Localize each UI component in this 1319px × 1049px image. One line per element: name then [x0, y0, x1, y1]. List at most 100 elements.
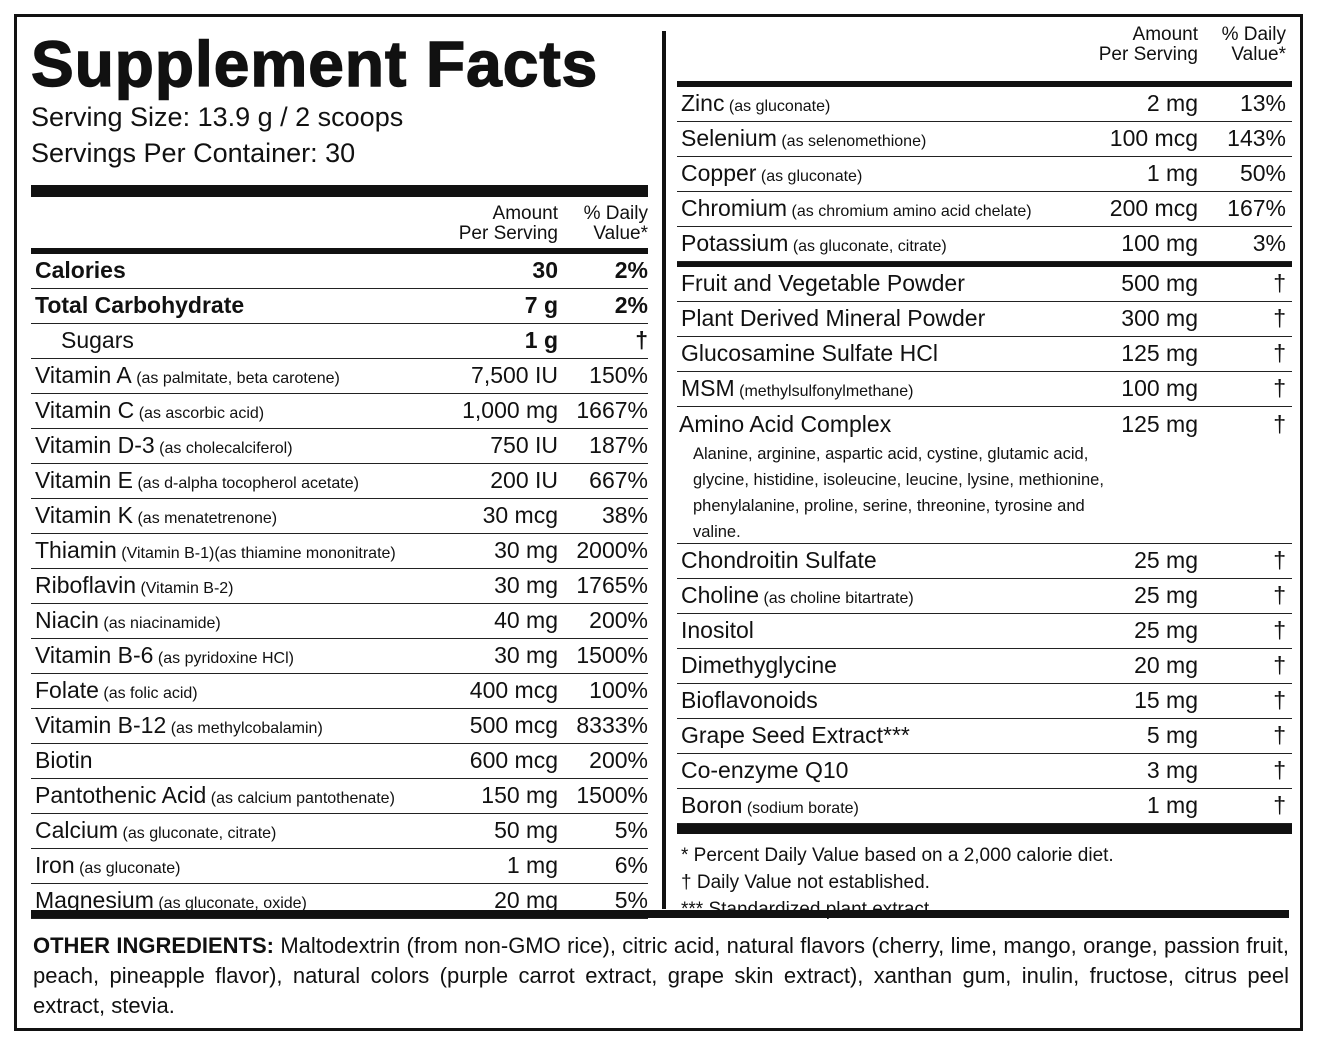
- nutrient-daily-value: 13%: [1239, 90, 1286, 116]
- nutrient-name: Niacin (as niacinamide): [35, 604, 221, 640]
- nutrient-source: (sodium borate): [742, 800, 859, 817]
- amount-header-line1: Amount: [492, 203, 558, 224]
- nutrient-row: Niacin (as niacinamide) 40 mg 200%: [31, 604, 648, 639]
- nutrient-row: MSM (methylsulfonylmethane) 100 mg †: [677, 372, 1292, 407]
- footnote-dv: * Percent Daily Value based on a 2,000 c…: [681, 845, 1114, 866]
- nutrient-name: Iron (as gluconate): [35, 849, 180, 885]
- nutrient-daily-value: 5%: [614, 817, 648, 843]
- nutrient-name-main: MSM: [681, 375, 735, 401]
- nutrient-source: (as calcium pantothenate): [206, 790, 395, 807]
- nutrient-amount: 150 mg: [481, 782, 558, 808]
- nutrient-amount: 30 mg: [494, 537, 558, 563]
- nutrient-name-main: Riboflavin: [35, 572, 136, 598]
- nutrient-row: Choline (as choline bitartrate) 25 mg †: [677, 579, 1292, 614]
- nutrient-name: Sugars: [61, 324, 134, 360]
- footnote-divider: [677, 824, 1292, 834]
- nutrient-daily-value: 100%: [589, 677, 648, 703]
- nutrient-name: Chromium (as chromium amino acid chelate…: [681, 192, 1032, 228]
- nutrient-source: (Vitamin B-1)(as thiamine mononitrate): [116, 545, 396, 562]
- nutrient-daily-value: †: [1273, 340, 1286, 366]
- nutrient-amount: 1 mg: [1146, 792, 1198, 818]
- nutrient-name-main: Co-enzyme Q10: [681, 757, 849, 783]
- nutrient-name-main: Vitamin C: [35, 397, 135, 423]
- nutrient-amount: 30: [532, 257, 558, 283]
- nutrient-row: Calcium (as gluconate, citrate) 50 mg 5%: [31, 814, 648, 849]
- nutrient-name-main: Vitamin A: [35, 362, 132, 388]
- nutrient-name-main: Inositol: [681, 617, 754, 643]
- amino-acid-name: Amino Acid Complex: [679, 411, 892, 437]
- nutrient-source: (as gluconate): [724, 98, 831, 115]
- nutrient-source: (as gluconate): [756, 168, 863, 185]
- nutrient-row: Fruit and Vegetable Powder 500 mg †: [677, 267, 1292, 302]
- nutrient-row: Chromium (as chromium amino acid chelate…: [677, 192, 1292, 227]
- panel-title: Supplement Facts: [30, 28, 599, 100]
- left-column-header: Amount Per Serving % Daily Value*: [31, 197, 648, 249]
- nutrient-name: Vitamin D-3 (as cholecalciferol): [35, 429, 293, 465]
- nutrient-name-main: Glucosamine Sulfate HCl: [681, 340, 938, 366]
- nutrient-amount: 1 mg: [1146, 160, 1198, 186]
- nutrient-daily-value: †: [1273, 722, 1286, 748]
- amino-acid-complex-row: Amino Acid Complex 125 mg † Alanine, arg…: [677, 407, 1292, 544]
- nutrient-amount: 7 g: [524, 292, 558, 318]
- nutrient-source: (as d-alpha tocopherol acetate): [133, 475, 359, 492]
- nutrient-name: Chondroitin Sulfate: [681, 544, 877, 580]
- nutrient-daily-value: †: [1273, 792, 1286, 818]
- nutrient-daily-value: †: [1273, 270, 1286, 296]
- nutrient-daily-value: 2%: [614, 257, 648, 283]
- nutrient-name-main: Vitamin K: [35, 502, 134, 528]
- nutrient-daily-value: †: [1273, 617, 1286, 643]
- nutrient-row: Folate (as folic acid) 400 mcg 100%: [31, 674, 648, 709]
- nutrient-name-main: Grape Seed Extract***: [681, 722, 910, 748]
- nutrient-amount: 500 mcg: [469, 712, 558, 738]
- dv-header-line1: % Daily: [583, 203, 648, 224]
- nutrient-row: Plant Derived Mineral Powder 300 mg †: [677, 302, 1292, 337]
- nutrient-source: (as choline bitartrate): [759, 590, 914, 607]
- nutrient-source: (as palmitate, beta carotene): [131, 370, 340, 387]
- nutrient-amount: 15 mg: [1134, 687, 1198, 713]
- nutrient-name: Vitamin E (as d-alpha tocopherol acetate…: [35, 464, 359, 500]
- footnote-dagger: † Daily Value not established.: [681, 872, 930, 893]
- amino-acid-description: Alanine, arginine, aspartic acid, cystin…: [693, 445, 1104, 541]
- right-column-header: Amount Per Serving % Daily Value*: [677, 21, 1292, 82]
- nutrient-amount: 25 mg: [1134, 582, 1198, 608]
- right-other-ingredient-list: Chondroitin Sulfate 25 mg † Choline (as cho…: [677, 544, 1292, 824]
- nutrient-row: Vitamin B-12 (as methylcobalamin) 500 mcg…: [31, 709, 648, 744]
- nutrient-name-main: Total Carbohydrate: [35, 292, 245, 318]
- nutrient-name: Potassium (as gluconate, citrate): [681, 227, 947, 263]
- nutrient-row: Glucosamine Sulfate HCl 125 mg †: [677, 337, 1292, 372]
- left-column: Supplement Facts Serving Size: 13.9 g / …: [30, 28, 648, 919]
- nutrient-name: Selenium (as selenomethione): [681, 122, 926, 158]
- nutrient-name: Calcium (as gluconate, citrate): [35, 814, 276, 850]
- nutrient-name-main: Calories: [35, 257, 126, 283]
- nutrient-row: Vitamin K (as menatetrenone) 30 mcg 38%: [31, 499, 648, 534]
- nutrient-source: (as gluconate, citrate): [118, 825, 277, 842]
- nutrient-row: Vitamin B-6 (as pyridoxine HCl) 30 mg 1500…: [31, 639, 648, 674]
- nutrient-amount: 40 mg: [494, 607, 558, 633]
- nutrient-amount: 600 mcg: [469, 747, 558, 773]
- nutrient-row: Zinc (as gluconate) 2 mg 13%: [677, 87, 1292, 122]
- nutrient-name: Folate (as folic acid): [35, 674, 198, 710]
- nutrient-name: Vitamin B-6 (as pyridoxine HCl): [35, 639, 294, 675]
- nutrient-row: Vitamin A (as palmitate, beta carotene) 7…: [31, 359, 648, 394]
- nutrient-source: (as cholecalciferol): [154, 440, 293, 457]
- nutrient-daily-value: 200%: [589, 607, 648, 633]
- nutrient-source: (as methylcobalamin): [166, 720, 323, 737]
- nutrient-amount: 200 IU: [490, 467, 558, 493]
- nutrient-name-main: Bioflavonoids: [681, 687, 818, 713]
- amount-header: Amount Per Serving: [459, 204, 558, 244]
- header-divider: [677, 82, 1292, 87]
- nutrient-daily-value: 2%: [614, 292, 648, 318]
- amount-header: Amount Per Serving: [1099, 25, 1198, 65]
- nutrient-source: (as gluconate, citrate): [788, 238, 947, 255]
- nutrient-amount: 1 mg: [506, 852, 558, 878]
- nutrient-source: (Vitamin B-2): [136, 580, 234, 597]
- nutrient-daily-value: 6%: [614, 852, 648, 878]
- right-ingredient-list: Fruit and Vegetable Powder 500 mg † Plant D…: [677, 267, 1292, 407]
- nutrient-name-main: Thiamin: [35, 537, 117, 563]
- nutrient-row: Selenium (as selenomethione) 100 mcg 143%: [677, 122, 1292, 157]
- right-column: Amount Per Serving % Daily Value* Zinc (…: [677, 21, 1292, 923]
- nutrient-amount: 5 mg: [1146, 722, 1198, 748]
- nutrient-name-main: Plant Derived Mineral Powder: [681, 305, 986, 331]
- nutrient-daily-value: 1500%: [576, 642, 648, 668]
- nutrient-name-main: Zinc: [681, 90, 725, 116]
